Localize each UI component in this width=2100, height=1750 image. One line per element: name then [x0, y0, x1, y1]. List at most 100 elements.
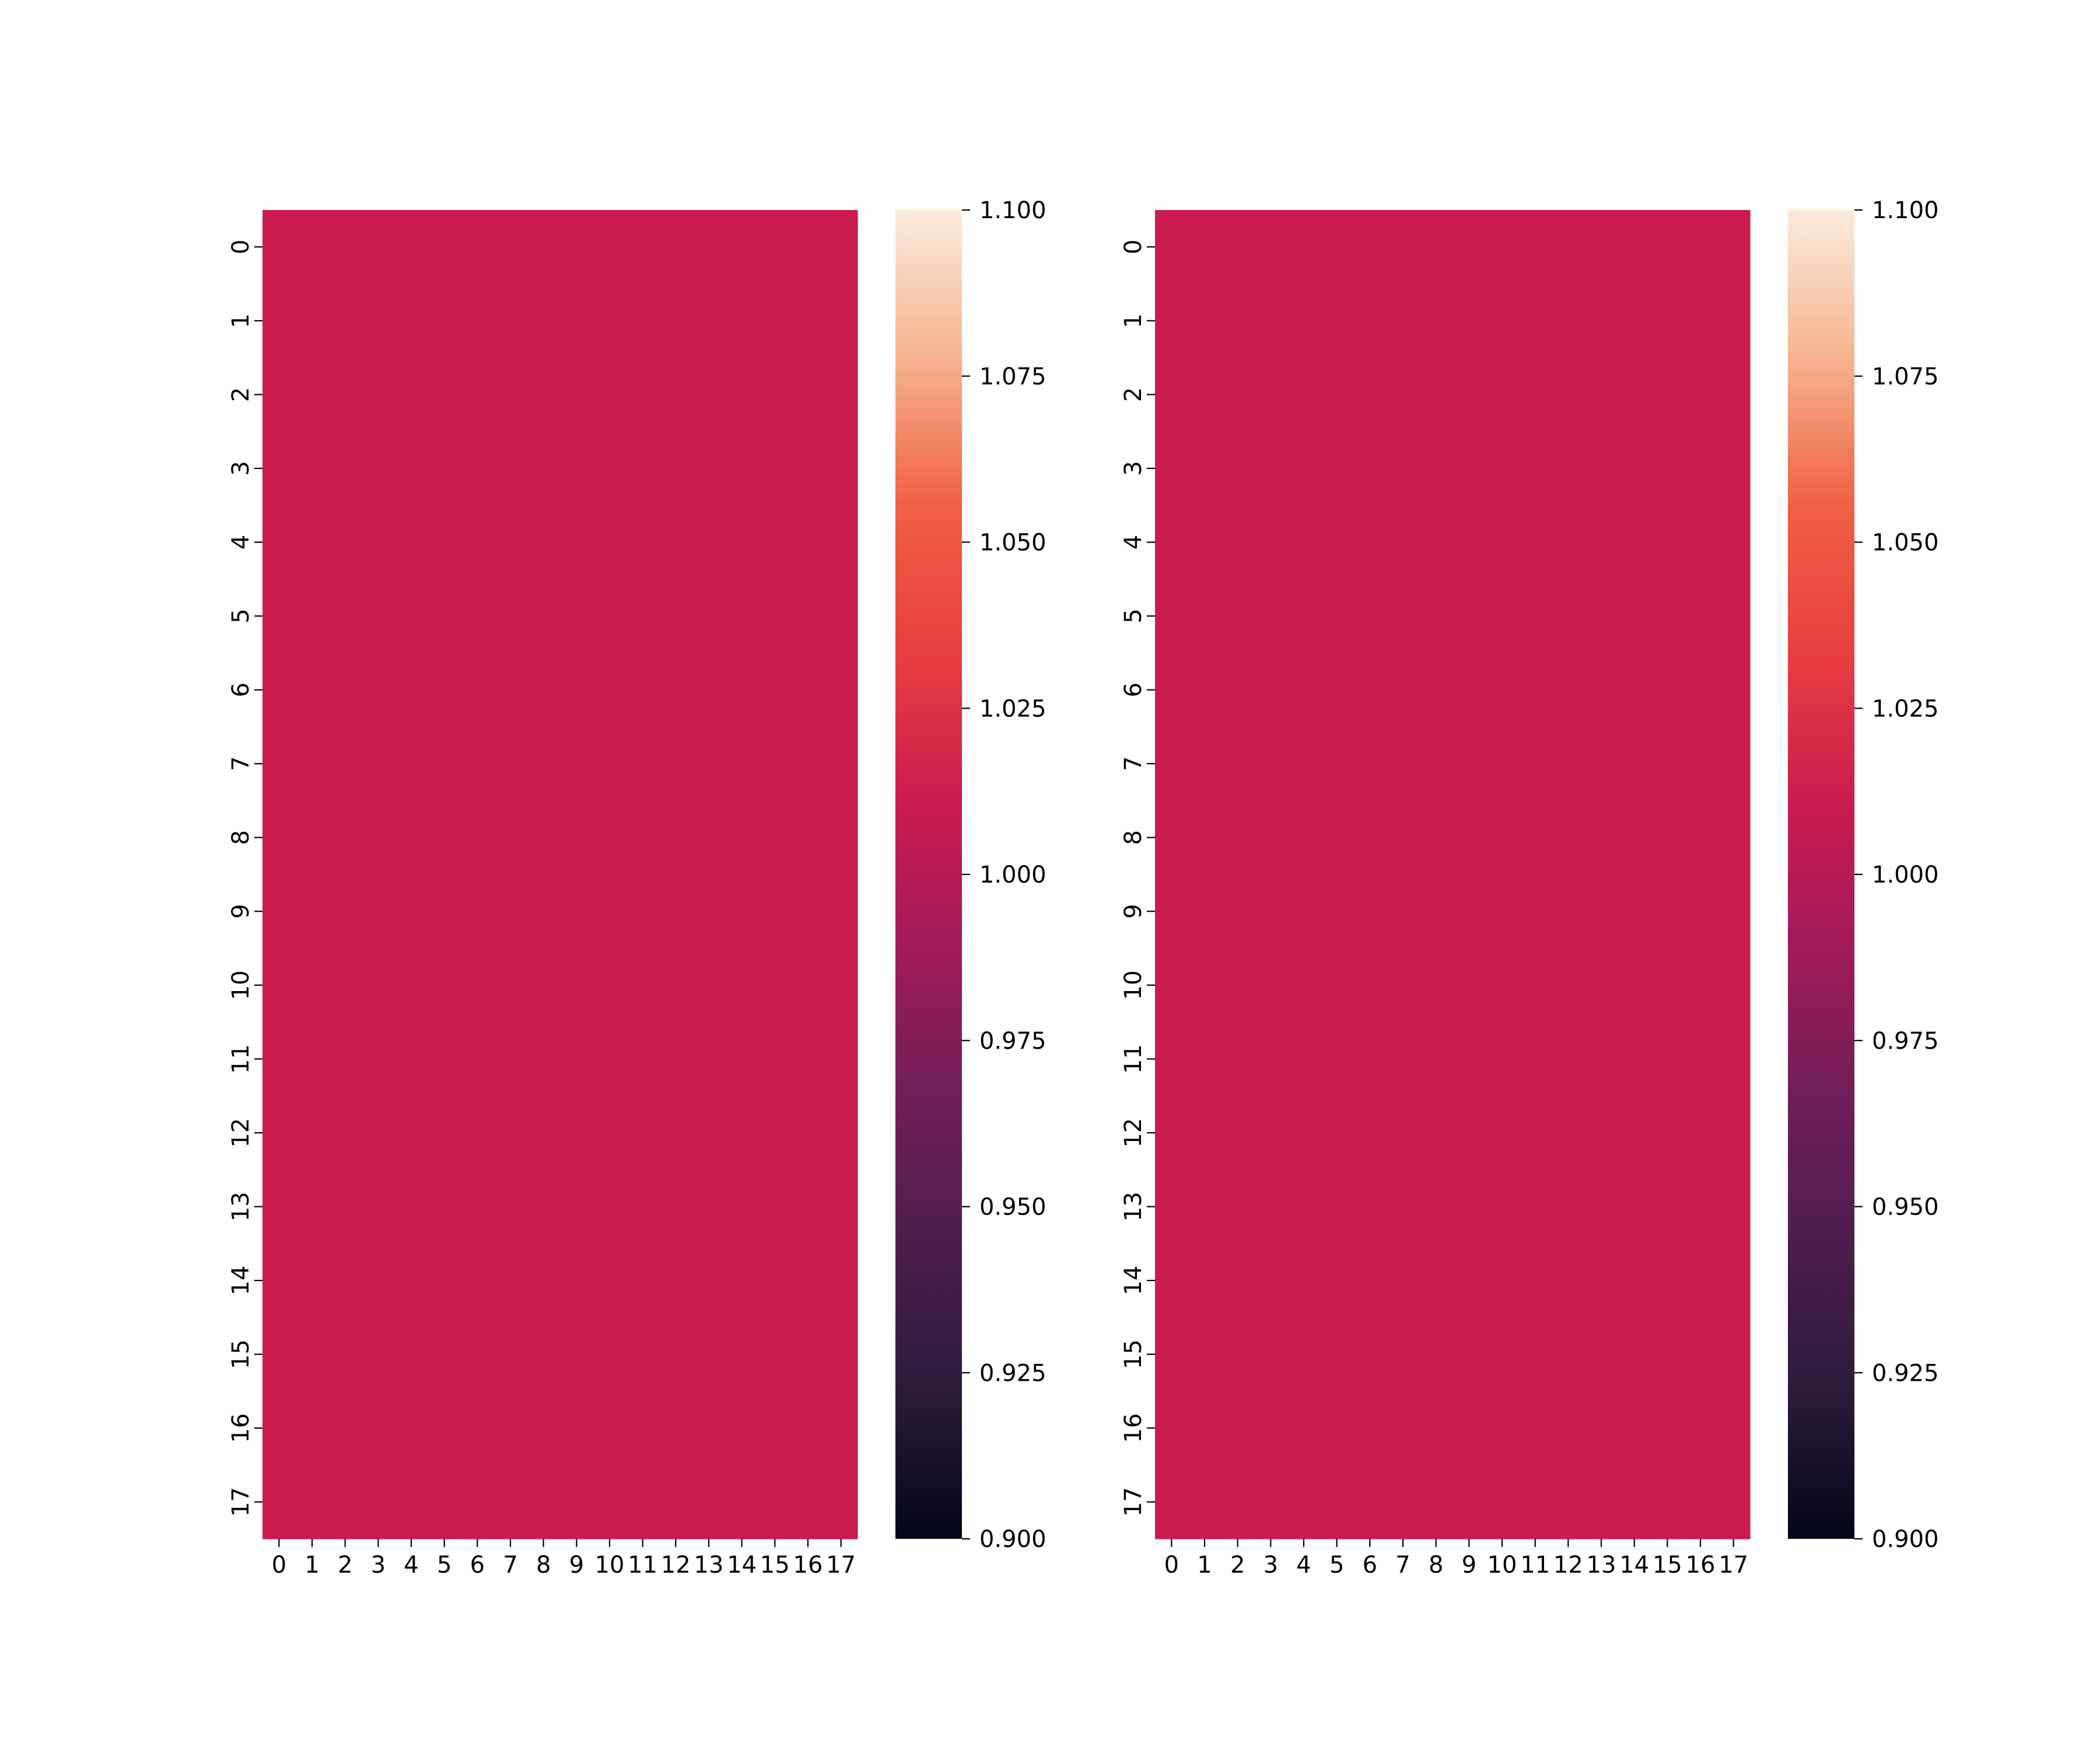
- heatmap-cell: [1419, 1317, 1453, 1392]
- heatmap-cell: [1518, 653, 1552, 727]
- heatmap-cell: [560, 1170, 594, 1244]
- heatmap-cell: [1618, 505, 1651, 580]
- heatmap-cell: [1287, 1391, 1321, 1466]
- heatmap-cell: [791, 653, 825, 727]
- heatmap-cell: [725, 1170, 759, 1244]
- colorbar-tick-label: 1.075: [979, 363, 1046, 390]
- heatmap-cell: [1552, 210, 1586, 285]
- heatmap-cell: [262, 431, 296, 506]
- heatmap-cell: [824, 1170, 858, 1244]
- heatmap-cell: [1419, 358, 1453, 432]
- heatmap-cell: [428, 1243, 461, 1318]
- heatmap-cell: [758, 1243, 792, 1318]
- heatmap-cell: [1452, 1317, 1486, 1392]
- heatmap-cell: [692, 874, 726, 949]
- heatmap-cell: [560, 726, 594, 802]
- heatmap-cell: [527, 726, 561, 802]
- heatmap-cell: [1717, 948, 1751, 1023]
- y-tick-label: 17: [1120, 1487, 1147, 1517]
- heatmap-cell: [1651, 1317, 1685, 1392]
- colorbar-tick-label: 1.050: [979, 530, 1046, 556]
- heatmap-cell: [791, 210, 825, 285]
- heatmap-cell: [1353, 431, 1387, 506]
- heatmap-cell: [295, 579, 329, 653]
- heatmap-cell: [1552, 358, 1586, 432]
- heatmap-cell: [1684, 505, 1717, 580]
- heatmap-cell: [461, 948, 495, 1023]
- heatmap-cell: [295, 1170, 329, 1244]
- heatmap-cell: [1452, 726, 1486, 802]
- heatmap-cell: [659, 210, 693, 285]
- heatmap-cell: [1518, 1022, 1552, 1097]
- heatmap-cell: [461, 653, 495, 727]
- heatmap-cell: [758, 1096, 792, 1170]
- heatmap-cell: [328, 1317, 362, 1392]
- heatmap-cell: [362, 1096, 396, 1170]
- x-tick-label: 12: [1553, 1552, 1583, 1578]
- heatmap-cell: [692, 1022, 726, 1097]
- heatmap-cell: [428, 948, 461, 1023]
- heatmap-cell: [362, 1170, 396, 1244]
- heatmap-cell: [328, 800, 362, 875]
- heatmap-cell: [593, 726, 626, 802]
- heatmap-cell: [527, 1096, 561, 1170]
- heatmap-cell: [725, 431, 759, 506]
- heatmap-cell: [1188, 1170, 1222, 1244]
- heatmap-cell: [659, 1096, 693, 1170]
- heatmap-cell: [1518, 1243, 1552, 1318]
- heatmap-cell: [295, 1096, 329, 1170]
- heatmap-cell: [461, 284, 495, 358]
- heatmap-cell: [758, 1317, 792, 1392]
- heatmap-cell: [1221, 431, 1255, 506]
- x-tick-label: 7: [503, 1552, 517, 1578]
- heatmap-cell: [791, 1170, 825, 1244]
- heatmap-cell: [1221, 800, 1255, 875]
- heatmap-cell: [1717, 431, 1751, 506]
- heatmap-cell: [560, 948, 594, 1023]
- heatmap-cell: [725, 1317, 759, 1392]
- heatmap-cell: [362, 1317, 396, 1392]
- heatmap-cell: [1353, 874, 1387, 949]
- heatmap-cell: [295, 948, 329, 1023]
- heatmap-cell: [1717, 1170, 1751, 1244]
- heatmap-cell: [428, 431, 461, 506]
- heatmap-cell: [1353, 726, 1387, 802]
- heatmap-cell: [328, 1465, 362, 1539]
- heatmap-cell: [527, 1391, 561, 1466]
- heatmap-cell: [626, 1391, 660, 1466]
- x-tick-label: 0: [1164, 1552, 1179, 1578]
- heatmap-cell: [824, 358, 858, 432]
- heatmap-cell: [1651, 1096, 1685, 1170]
- heatmap-cell: [1518, 948, 1552, 1023]
- heatmap-cell: [394, 1022, 428, 1097]
- x-tick-label: 9: [569, 1552, 584, 1578]
- heatmap-cell: [1485, 1465, 1519, 1539]
- heatmap-cell: [1287, 948, 1321, 1023]
- heatmap-cell: [593, 210, 626, 285]
- colorbar-gradient: [1788, 210, 1854, 1539]
- heatmap-cell: [1552, 284, 1586, 358]
- heatmap-cell: [428, 210, 461, 285]
- heatmap-cell: [1419, 1022, 1453, 1097]
- heatmap-cell: [461, 726, 495, 802]
- heatmap-cell: [725, 874, 759, 949]
- heatmap-cell: [1155, 726, 1189, 802]
- heatmap-cell: [1287, 1465, 1321, 1539]
- heatmap-cell: [494, 1465, 527, 1539]
- heatmap-cell: [1155, 1465, 1189, 1539]
- heatmap-cell: [824, 505, 858, 580]
- heatmap-cell: [1320, 1096, 1354, 1170]
- colorbar-tick-label: 0.925: [1872, 1360, 1939, 1387]
- heatmap-cell: [626, 358, 660, 432]
- colorbar-tick-label: 0.950: [979, 1194, 1046, 1221]
- heatmap-cell: [1254, 1465, 1288, 1539]
- heatmap-cell: [1320, 505, 1354, 580]
- heatmap-cell: [626, 800, 660, 875]
- heatmap-cell: [593, 1465, 626, 1539]
- heatmap-cell: [1188, 210, 1222, 285]
- heatmap-cell: [692, 505, 726, 580]
- heatmap-cell: [1320, 358, 1354, 432]
- heatmap-cell: [1651, 505, 1685, 580]
- heatmap-cell: [1618, 1022, 1651, 1097]
- heatmap-cell: [494, 210, 527, 285]
